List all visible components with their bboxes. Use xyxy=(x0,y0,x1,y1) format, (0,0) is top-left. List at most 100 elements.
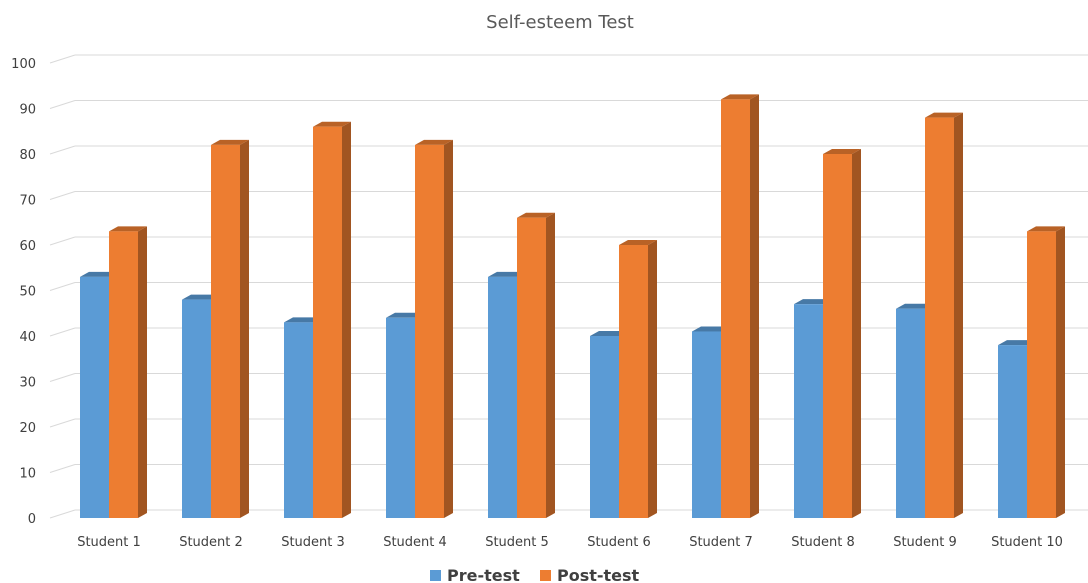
gridline-diagonal xyxy=(49,464,76,473)
bar-top xyxy=(721,94,759,100)
bar-front xyxy=(488,276,517,518)
gridline-diagonal xyxy=(49,236,76,246)
gridline-diagonal xyxy=(49,282,76,291)
gridline-diagonal xyxy=(49,145,76,155)
bar-side xyxy=(648,240,657,518)
gridline-diagonal xyxy=(49,418,76,428)
bar-front xyxy=(692,331,721,518)
y-tick-label: 50 xyxy=(19,285,36,300)
bar-front xyxy=(590,336,619,518)
bar-side xyxy=(546,212,555,518)
gridline-diagonal xyxy=(49,373,76,382)
gridline-diagonal xyxy=(49,100,76,109)
bar-post-test-3 xyxy=(313,121,351,518)
y-tick-label: 100 xyxy=(11,57,36,72)
bar-front xyxy=(313,126,342,518)
bar-front xyxy=(386,317,415,518)
bar-top xyxy=(517,212,555,218)
x-tick-label: Student 10 xyxy=(991,535,1063,550)
bar-front xyxy=(896,308,925,518)
y-tick-label: 80 xyxy=(19,148,36,163)
bar-top xyxy=(896,303,934,309)
bar-front xyxy=(619,245,648,518)
y-tick-label: 40 xyxy=(19,330,36,345)
bar-front xyxy=(823,154,852,518)
x-tick-label: Student 8 xyxy=(791,535,855,550)
bar-side xyxy=(954,112,963,518)
gridline-diagonal xyxy=(49,509,76,519)
bar-front xyxy=(1027,231,1056,518)
x-axis: Student 1 Student 2 Student 3 Student 4 Stud… xyxy=(77,535,1063,550)
chart-title: Self-esteem Test xyxy=(486,12,634,33)
bar-side xyxy=(1056,226,1065,518)
bar-top xyxy=(998,340,1036,346)
bar-top xyxy=(619,240,657,245)
bar-front xyxy=(109,231,138,518)
bar-post-test-6 xyxy=(619,240,657,518)
bar-front xyxy=(998,345,1027,518)
bar-side xyxy=(138,226,147,518)
bar-top xyxy=(386,312,424,318)
bar-post-test-7 xyxy=(721,94,759,519)
bar-top xyxy=(1027,226,1065,232)
bar-post-test-2 xyxy=(211,139,249,518)
bar-post-test-8 xyxy=(823,149,861,518)
bar-top xyxy=(109,226,147,232)
bar-top xyxy=(415,139,453,145)
y-tick-label: 30 xyxy=(19,376,36,391)
bar-post-test-5 xyxy=(517,212,555,518)
bar-side xyxy=(240,139,249,518)
bar-front xyxy=(211,144,240,518)
bar-post-test-9 xyxy=(925,112,963,518)
x-tick-label: Student 4 xyxy=(383,535,447,550)
bar-front xyxy=(182,299,211,518)
gridline-diagonal xyxy=(49,54,76,64)
x-tick-label: Student 5 xyxy=(485,535,549,550)
y-tick-label: 0 xyxy=(28,512,36,527)
bar-side xyxy=(444,139,453,518)
bar-top xyxy=(488,271,526,277)
bar-front xyxy=(284,322,313,518)
x-tick-label: Student 9 xyxy=(893,535,957,550)
y-tick-label: 60 xyxy=(19,239,36,254)
legend-item-pre-test: Pre-test xyxy=(430,566,520,583)
bar-top xyxy=(823,149,861,154)
bar-side xyxy=(852,149,861,518)
bar-top xyxy=(925,112,963,118)
bar-top xyxy=(590,331,628,336)
bar-front xyxy=(925,117,954,518)
bar-top xyxy=(284,317,322,323)
x-tick-label: Student 2 xyxy=(179,535,243,550)
bar-side xyxy=(342,121,351,518)
legend-swatch xyxy=(430,570,441,581)
x-tick-label: Student 1 xyxy=(77,535,141,550)
legend-label: Pre-test xyxy=(447,566,520,583)
gridline-diagonal xyxy=(49,327,76,337)
legend-label: Post-test xyxy=(557,566,640,583)
y-tick-label: 10 xyxy=(19,467,36,482)
bar-top xyxy=(794,299,832,305)
y-tick-label: 20 xyxy=(19,421,36,436)
bar-top xyxy=(211,139,249,145)
legend: Pre-test Post-test xyxy=(430,566,640,583)
bar-top xyxy=(182,294,220,300)
x-tick-label: Student 6 xyxy=(587,535,651,550)
bars xyxy=(80,94,1065,519)
bar-post-test-10 xyxy=(1027,226,1065,518)
bar-front xyxy=(415,144,444,518)
bar-top xyxy=(80,271,118,277)
bar-side xyxy=(750,94,759,519)
legend-item-post-test: Post-test xyxy=(540,566,640,583)
bar-post-test-4 xyxy=(415,139,453,518)
bar-top xyxy=(692,326,730,332)
bar-top xyxy=(313,121,351,127)
bar-front xyxy=(517,217,546,518)
y-tick-label: 90 xyxy=(19,103,36,118)
x-tick-label: Student 7 xyxy=(689,535,753,550)
x-tick-label: Student 3 xyxy=(281,535,345,550)
bar-front xyxy=(794,304,823,518)
gridline-diagonal xyxy=(49,191,76,200)
bar-front xyxy=(80,276,109,518)
legend-swatch xyxy=(540,570,551,581)
